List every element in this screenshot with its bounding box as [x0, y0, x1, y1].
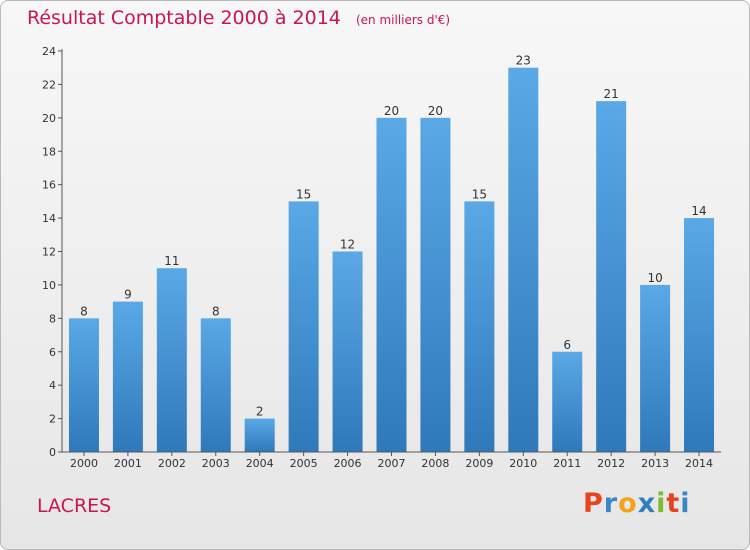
- x-tick-label: 2013: [641, 457, 669, 470]
- data-label: 9: [124, 288, 132, 302]
- x-tick-label: 2009: [465, 457, 493, 470]
- data-label: 11: [164, 254, 179, 268]
- chart-title-main: Résultat Comptable 2000 à 2014: [27, 7, 341, 29]
- data-label: 20: [428, 104, 443, 118]
- chart-title: Résultat Comptable 2000 à 2014 (en milli…: [27, 7, 450, 29]
- y-tick-label: 16: [42, 179, 56, 192]
- y-tick-label: 24: [42, 45, 56, 58]
- data-label: 20: [384, 104, 399, 118]
- logo-letter: P: [583, 488, 604, 519]
- x-tick-label: 2012: [597, 457, 625, 470]
- logo-letter: r: [603, 488, 619, 519]
- data-label: 14: [691, 204, 706, 218]
- data-label: 15: [296, 187, 311, 201]
- x-tick-label: 2001: [114, 457, 142, 470]
- y-tick-label: 18: [42, 145, 56, 158]
- bar: [596, 101, 627, 452]
- data-label: 23: [516, 54, 531, 68]
- bar: [640, 284, 671, 452]
- y-tick-label: 2: [49, 413, 56, 426]
- bar-series: 8 9 11 8 2 15 12 20 20 15 23 6 21 10 14: [68, 54, 715, 452]
- bar: [552, 351, 583, 452]
- logo-letter: o: [618, 488, 638, 519]
- logo-letter: t: [666, 488, 681, 519]
- y-tick-label: 12: [42, 246, 56, 259]
- bar: [112, 301, 143, 452]
- bar: [376, 117, 407, 452]
- x-tick-label: 2007: [378, 457, 406, 470]
- y-tick-label: 0: [49, 446, 56, 459]
- x-tick-label: 2008: [421, 457, 449, 470]
- logo-letter: x: [637, 488, 657, 519]
- bar: [464, 201, 495, 452]
- bar: [508, 67, 539, 452]
- x-tick-label: 2006: [334, 457, 362, 470]
- bar: [244, 418, 275, 452]
- x-tick-label: 2014: [685, 457, 713, 470]
- proxiti-logo[interactable]: Proxiti: [583, 488, 691, 519]
- commune-name: LACRES: [37, 495, 112, 517]
- bar: [68, 318, 99, 452]
- data-label: 6: [563, 338, 571, 352]
- x-tick-label: 2000: [70, 457, 98, 470]
- data-label: 15: [472, 187, 487, 201]
- y-tick-label: 10: [42, 279, 56, 292]
- data-label: 2: [256, 405, 264, 419]
- y-tick-label: 22: [42, 78, 56, 91]
- x-tick-label: 2011: [553, 457, 581, 470]
- chart-subtitle: (en milliers d'€): [355, 13, 451, 27]
- x-tick-label: 2010: [509, 457, 537, 470]
- y-tick-label: 14: [42, 212, 56, 225]
- bar: [332, 251, 363, 452]
- y-tick-label: 8: [49, 312, 56, 325]
- bar: [156, 268, 187, 452]
- data-label: 12: [340, 238, 355, 252]
- bar: [420, 117, 451, 452]
- x-tick-label: 2002: [158, 457, 186, 470]
- data-label: 10: [647, 271, 662, 285]
- y-tick-label: 20: [42, 112, 56, 125]
- logo-letter: i: [680, 488, 691, 519]
- y-tick-label: 6: [49, 346, 56, 359]
- bar: [684, 218, 715, 452]
- x-tick-label: 2005: [290, 457, 318, 470]
- x-tick-label: 2004: [246, 457, 274, 470]
- logo-letter: i: [656, 488, 667, 519]
- data-label: 21: [604, 87, 619, 101]
- y-tick-label: 4: [49, 379, 56, 392]
- bar: [200, 318, 231, 452]
- data-label: 8: [212, 304, 220, 318]
- x-tick-label: 2003: [202, 457, 230, 470]
- bar: [288, 201, 319, 452]
- data-label: 8: [80, 304, 88, 318]
